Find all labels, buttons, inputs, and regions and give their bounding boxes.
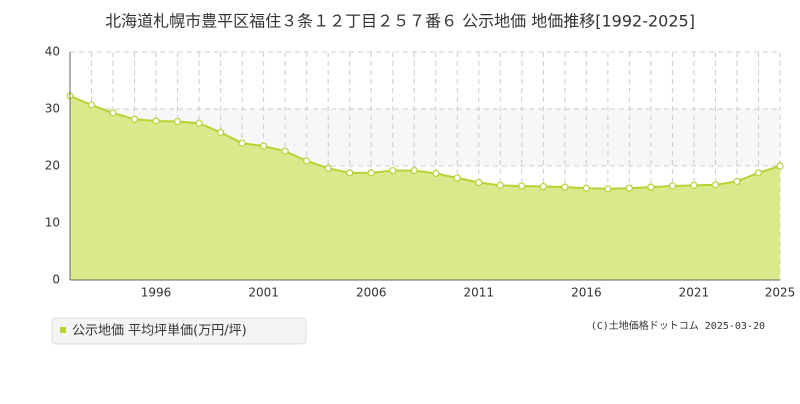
y-tick-label: 30 — [45, 102, 60, 116]
point — [195, 119, 203, 127]
x-tick-label: 2011 — [464, 286, 495, 300]
point — [453, 174, 461, 182]
point — [496, 181, 504, 189]
legend-label: 公示地価 平均坪単価(万円/坪) — [72, 323, 247, 339]
x-tick-label: 1996 — [141, 286, 172, 300]
point — [432, 169, 440, 178]
point — [238, 139, 246, 147]
point — [647, 183, 655, 191]
point — [539, 182, 547, 191]
point — [324, 164, 332, 172]
point — [130, 115, 139, 123]
point — [367, 169, 375, 177]
line — [69, 94, 781, 190]
point — [625, 184, 633, 192]
point — [582, 184, 590, 192]
chart-title: 北海道札幌市豊平区福住３条１２丁目２５７番６ 公示地価 地価推移[1992-20… — [105, 12, 695, 31]
point — [173, 117, 182, 126]
point — [518, 182, 526, 190]
point — [346, 169, 354, 177]
point — [711, 181, 720, 189]
legend-box — [51, 317, 307, 345]
point — [281, 147, 289, 155]
point — [217, 128, 225, 136]
x-tick-label: 2025 — [765, 286, 796, 300]
point — [668, 182, 677, 190]
y-tick-label: 40 — [45, 45, 60, 59]
legend-swatch — [60, 327, 66, 333]
point — [776, 162, 784, 170]
y-tick-label: 10 — [45, 216, 60, 230]
x-tick-label: 2001 — [248, 286, 279, 300]
source: (C)土地価格ドットコム 2025-03-20 — [591, 319, 765, 332]
point — [410, 166, 418, 175]
point — [604, 185, 612, 193]
x-tick-label: 2021 — [679, 286, 710, 300]
point — [303, 157, 311, 165]
point — [87, 101, 96, 109]
y-tick-label: 20 — [45, 159, 60, 173]
point — [754, 169, 763, 177]
point — [690, 181, 698, 189]
point — [475, 178, 483, 187]
y-tick-label: 0 — [52, 273, 60, 287]
x-tick-label: 2006 — [356, 286, 387, 300]
point — [733, 177, 741, 185]
area — [70, 95, 780, 280]
point — [561, 183, 569, 191]
point — [389, 166, 397, 175]
point — [260, 142, 268, 150]
point — [109, 109, 117, 117]
x-tick-label: 2016 — [571, 286, 602, 300]
point — [152, 117, 160, 125]
